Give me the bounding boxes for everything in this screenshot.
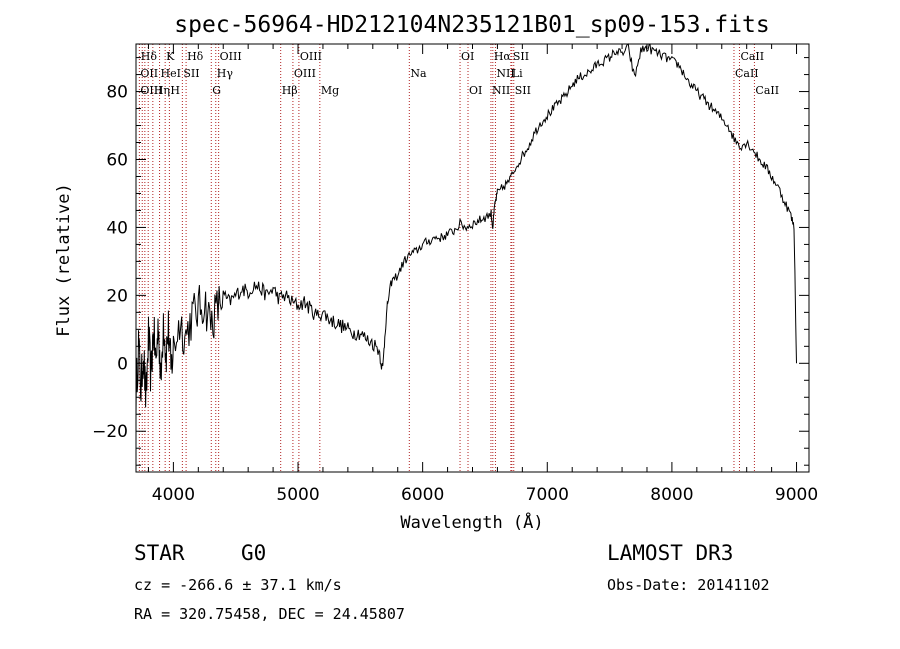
spectral-line-label: SII	[513, 50, 529, 63]
spectral-line-label: OII	[140, 67, 158, 80]
ra-dec: RA = 320.75458, DEC = 24.45807	[134, 605, 405, 623]
spectrum-line	[135, 43, 797, 417]
spectral-line-label: OIII	[300, 50, 322, 63]
x-tick-label: 8000	[650, 485, 693, 505]
x-tick-label: 5000	[276, 485, 319, 505]
obs-date: Obs-Date: 20141102	[607, 576, 770, 594]
spectral-line-label: Na	[410, 67, 427, 80]
object-subclass: G0	[241, 541, 266, 565]
spectral-line-label: HeI	[161, 67, 181, 80]
spectral-line-label: Hδ	[141, 50, 158, 63]
spectral-line-label: CaII	[740, 50, 764, 63]
spectral-line-label: H	[170, 84, 180, 97]
object-class: STAR	[134, 541, 185, 565]
spectral-line-markers	[138, 44, 755, 472]
spectral-line-label: K	[166, 50, 175, 63]
x-tick-label: 7000	[526, 485, 569, 505]
spectral-line-label: OIII	[140, 84, 162, 97]
x-axis-label: Wavelength (Å)	[400, 511, 543, 533]
y-tick-label: 0	[117, 354, 128, 374]
spectral-line-label: OI	[461, 50, 474, 63]
spectral-line-label: Mg	[321, 84, 339, 97]
y-tick-label: 80	[106, 83, 128, 103]
x-tick-label: 6000	[401, 485, 444, 505]
spectral-line-label: NII	[496, 67, 514, 80]
y-axis-ticks: −20 0 20 40 60 80	[92, 57, 809, 466]
x-tick-label: 9000	[775, 485, 818, 505]
spectral-line-label: Hβ	[282, 84, 298, 97]
survey-name: LAMOST DR3	[607, 541, 733, 565]
spectral-line-label: OIII	[220, 50, 242, 63]
spectral-line-label: G	[212, 84, 221, 97]
chart-title: spec-56964-HD212104N235121B01_sp09-153.f…	[174, 12, 769, 38]
spectral-line-label: Hγ	[217, 67, 234, 80]
spectral-line-label: SII	[515, 84, 531, 97]
y-tick-label: 20	[106, 286, 128, 306]
spectral-line-label: CaII	[755, 84, 779, 97]
x-tick-label: 4000	[152, 485, 195, 505]
spectral-line-label: OI	[469, 84, 482, 97]
spectral-line-label: OIII	[294, 67, 316, 80]
y-axis-label: Flux (relative)	[54, 183, 74, 337]
x-axis-ticks: 4000 5000 6000 7000 8000 9000	[147, 44, 818, 505]
spectral-line-label: Hη	[154, 84, 170, 97]
plot-frame	[135, 43, 810, 473]
spectral-line-label: Hδ	[187, 50, 204, 63]
redshift-cz: cz = -266.6 ± 37.1 km/s	[134, 576, 342, 594]
y-tick-label: −20	[92, 422, 128, 442]
spectral-line-label: Hα	[494, 50, 512, 63]
y-tick-label: 60	[106, 150, 128, 170]
spectral-line-label: SII	[183, 67, 199, 80]
y-tick-label: 40	[106, 218, 128, 238]
spectral-line-label: CaII	[735, 67, 759, 80]
spectral-line-label: Li	[512, 67, 523, 80]
spectral-line-label: NII	[492, 84, 510, 97]
